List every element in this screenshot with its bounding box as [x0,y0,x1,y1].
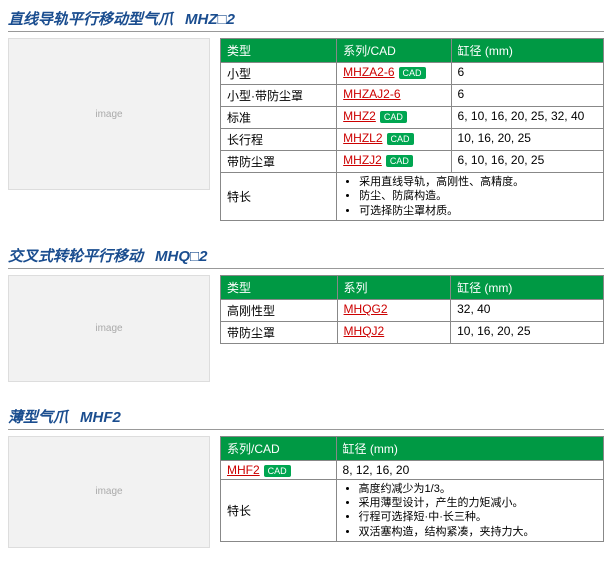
feature-item: 防尘、防腐构造。 [359,189,597,203]
cell-bore: 10, 16, 20, 25 [451,321,604,343]
cell-bore: 6, 10, 16, 20, 25, 32, 40 [451,107,603,129]
cad-badge[interactable]: CAD [386,155,413,167]
cad-badge[interactable]: CAD [399,67,426,79]
cad-badge[interactable]: CAD [380,111,407,123]
section-model: MHF2 [80,409,121,426]
series-link[interactable]: MHQJ2 [344,324,385,338]
series-link[interactable]: MHZL2 [343,131,382,145]
section-model: MHQ□2 [155,248,207,265]
cell-series: MHZJ2 CAD [337,151,451,173]
section-title: 薄型气爪 [8,409,68,426]
series-link[interactable]: MHZAJ2-6 [343,87,400,101]
features-list: 采用直线导轨，高刚性、高精度。防尘、防腐构造。可选择防尘罩材质。 [343,175,597,218]
table-header: 系列/CAD [337,39,451,63]
table-row: 标准 MHZ2 CAD 6, 10, 16, 20, 25, 32, 40 [221,107,604,129]
series-link[interactable]: MHF2 [227,463,260,477]
section-body: image 系列/CAD缸径 (mm) MHF2 CAD 8, 12, 16, 20特长… [8,436,604,548]
features-label: 特长 [221,479,337,541]
cell-type: 小型·带防尘罩 [221,85,337,107]
cell-type: 高刚性型 [221,299,338,321]
product-section: 交叉式转轮平行移动 MHQ□2 image 类型系列缸径 (mm) 高刚性型 MHQG2 3… [8,245,604,382]
spec-table: 类型系列缸径 (mm) 高刚性型 MHQG2 32, 40 带防尘罩 MHQJ2 10, 1… [220,275,604,344]
section-body: image 类型系列缸径 (mm) 高刚性型 MHQG2 32, 40 带防尘罩 MHQJ2… [8,275,604,382]
features-label: 特长 [221,173,337,221]
feature-item: 行程可选择短·中·长三种。 [359,510,597,524]
series-link[interactable]: MHQG2 [344,302,388,316]
series-link[interactable]: MHZA2-6 [343,65,394,79]
section-title: 直线导轨平行移动型气爪 [8,11,173,28]
cell-type: 带防尘罩 [221,151,337,173]
feature-item: 可选择防尘罩材质。 [359,204,597,218]
cell-bore: 10, 16, 20, 25 [451,129,603,151]
table-row: 带防尘罩 MHZJ2 CAD 6, 10, 16, 20, 25 [221,151,604,173]
section-header: 交叉式转轮平行移动 MHQ□2 [8,245,604,269]
cell-series: MHQG2 [337,299,451,321]
features-cell: 采用直线导轨，高刚性、高精度。防尘、防腐构造。可选择防尘罩材质。 [337,173,604,221]
cad-badge[interactable]: CAD [387,133,414,145]
cell-type: 标准 [221,107,337,129]
cell-type: 带防尘罩 [221,321,338,343]
table-header: 缸径 (mm) [451,39,603,63]
cell-series: MHZL2 CAD [337,129,451,151]
cad-badge[interactable]: CAD [264,465,291,477]
section-title: 交叉式转轮平行移动 [8,248,143,265]
cell-series: MHZ2 CAD [337,107,451,129]
product-image: image [8,38,210,190]
cell-type: 长行程 [221,129,337,151]
product-section: 薄型气爪MHF2image系列/CAD缸径 (mm)MHF2CAD8, 12, … [8,406,604,548]
cell-bore: 32, 40 [451,299,604,321]
table-row: 长行程 MHZL2 CAD 10, 16, 20, 25 [221,129,604,151]
section-header: 薄型气爪 MHF2 [8,406,604,430]
feature-item: 采用薄型设计，产生的力矩减小。 [359,496,597,510]
table-header: 缸径 (mm) [336,436,603,460]
feature-item: 高度约减少为1/3。 [359,482,597,496]
cell-bore: 6 [451,63,603,85]
features-row: 特长高度约减少为1/3。采用薄型设计，产生的力矩减小。行程可选择短·中·长三种。… [221,479,604,541]
table-header: 系列 [337,275,451,299]
section-model: MHZ□2 [185,11,235,28]
features-row: 特长采用直线导轨，高刚性、高精度。防尘、防腐构造。可选择防尘罩材质。 [221,173,604,221]
cell-type: 小型 [221,63,337,85]
table-header: 类型 [221,275,338,299]
feature-item: 采用直线导轨，高刚性、高精度。 [359,175,597,189]
series-link[interactable]: MHZ2 [343,109,376,123]
features-list: 高度约减少为1/3。采用薄型设计，产生的力矩减小。行程可选择短·中·长三种。双活… [343,482,597,539]
table-header: 缸径 (mm) [451,275,604,299]
section-body: image类型系列/CAD缸径 (mm)小型MHZA2-6CAD6小型·带防尘罩… [8,38,604,221]
features-cell: 高度约减少为1/3。采用薄型设计，产生的力矩减小。行程可选择短·中·长三种。双活… [336,479,603,541]
cell-bore: 8, 12, 16, 20 [336,460,603,479]
product-image: image [8,436,210,548]
cell-series: MHZA2-6 CAD [337,63,451,85]
cell-bore: 6 [451,85,603,107]
table-row: 小型·带防尘罩 MHZAJ2-6 6 [221,85,604,107]
table-row: MHF2 CAD 8, 12, 16, 20 [221,460,604,479]
section-header: 直线导轨平行移动型气爪 MHZ□2 [8,8,604,32]
product-section: 直线导轨平行移动型气爪MHZ□2image类型系列/CAD缸径 (mm)小型MH… [8,8,604,221]
spec-table: 类型系列/CAD缸径 (mm) 小型 MHZA2-6 CAD 6 小型·带防尘罩 MHZAJ… [220,38,604,221]
table-row: 带防尘罩 MHQJ2 10, 16, 20, 25 [221,321,604,343]
table-header: 系列/CAD [221,436,337,460]
cell-bore: 6, 10, 16, 20, 25 [451,151,603,173]
spec-table: 系列/CAD缸径 (mm)MHF2CAD8, 12, 16, 20特长高度约减少… [220,436,604,542]
cell-series: MHZAJ2-6 [337,85,451,107]
table-row: 小型 MHZA2-6 CAD 6 [221,63,604,85]
table-header: 类型 [221,39,337,63]
product-image: image [8,275,210,382]
table-row: 高刚性型 MHQG2 32, 40 [221,299,604,321]
cell-series: MHQJ2 [337,321,451,343]
feature-item: 双活塞构造，结构紧凑，夹持力大。 [359,525,597,539]
series-link[interactable]: MHZJ2 [343,153,382,167]
cell-series: MHF2 CAD [221,460,337,479]
